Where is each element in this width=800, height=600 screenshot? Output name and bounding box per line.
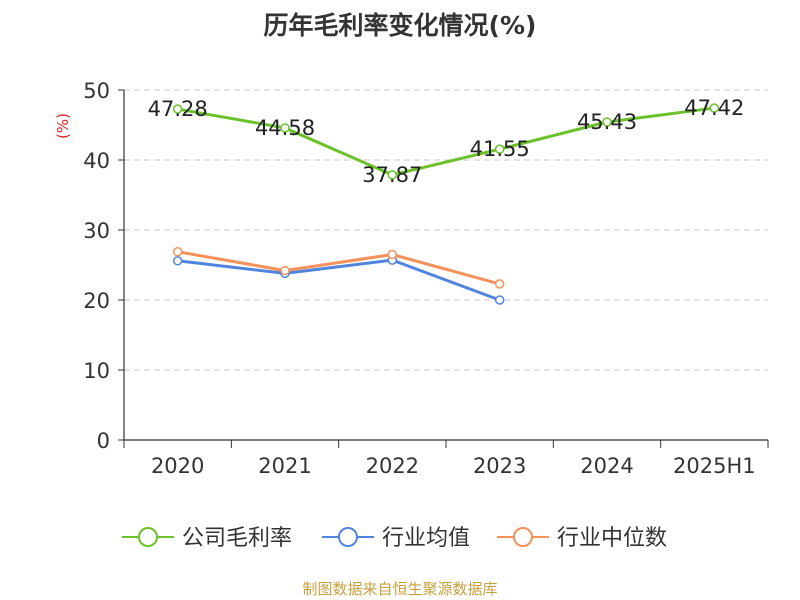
legend-item[interactable]: 公司毛利率 — [122, 526, 292, 551]
data-point — [602, 117, 612, 127]
data-label: 47.28 — [148, 97, 208, 121]
data-label: 41.55 — [470, 137, 530, 161]
y-tick-label: 40 — [83, 149, 110, 173]
legend-marker — [138, 527, 158, 547]
data-point — [172, 104, 183, 114]
x-tick-label: 2020 — [151, 454, 204, 478]
y-tick-label: 30 — [83, 219, 110, 243]
chart-title: 历年毛利率变化情况(%) — [263, 11, 537, 40]
legend-marker — [338, 527, 358, 547]
x-tick-label: 2023 — [473, 454, 526, 478]
data-source-note: 制图数据来自恒生聚源数据库 — [302, 580, 498, 598]
legend-item[interactable]: 行业中位数 — [497, 526, 667, 551]
x-tick-label: 2025H1 — [673, 454, 756, 478]
data-point — [172, 246, 183, 257]
axes: 0 10 20 30 40 50 2020 2021 2022 2023 2024 2025H1 (%) — [54, 79, 769, 478]
data-point — [387, 249, 398, 260]
data-label: 37.87 — [362, 163, 422, 187]
series-line — [177, 106, 715, 177]
data-label: 44.58 — [255, 116, 315, 140]
data-point — [494, 295, 505, 305]
legend-label: 行业中位数 — [557, 526, 667, 551]
legend-item[interactable]: 行业均值 — [322, 526, 470, 551]
y-tick-label: 0 — [97, 429, 110, 453]
x-tick-label: 2024 — [580, 454, 633, 478]
data-point — [387, 170, 398, 180]
data-label: 47.42 — [684, 96, 744, 120]
legend-marker — [513, 527, 533, 547]
legend-label: 行业均值 — [382, 526, 470, 551]
y-tick-label: 50 — [83, 79, 110, 103]
data-point — [280, 265, 290, 276]
legend-label: 公司毛利率 — [182, 526, 292, 551]
series-line — [177, 258, 501, 302]
legend[interactable]: 公司毛利率 行业均值 行业中位数 — [122, 526, 667, 551]
y-axis-label: (%) — [54, 113, 72, 139]
data-point — [172, 256, 183, 266]
data-labels: 47.28 44.58 37.87 41.55 45.43 47.42 — [148, 96, 745, 187]
data-point — [494, 144, 505, 154]
x-tick-label: 2022 — [366, 454, 419, 478]
x-tick-label: 2021 — [258, 454, 311, 478]
grid-lines — [124, 89, 768, 371]
data-point — [494, 279, 505, 289]
series-lines — [172, 103, 720, 305]
data-point — [280, 123, 290, 133]
y-tick-label: 20 — [83, 289, 110, 313]
data-label: 45.43 — [577, 110, 637, 134]
y-tick-label: 10 — [83, 359, 110, 383]
series-line — [177, 250, 501, 286]
data-point — [709, 103, 720, 113]
